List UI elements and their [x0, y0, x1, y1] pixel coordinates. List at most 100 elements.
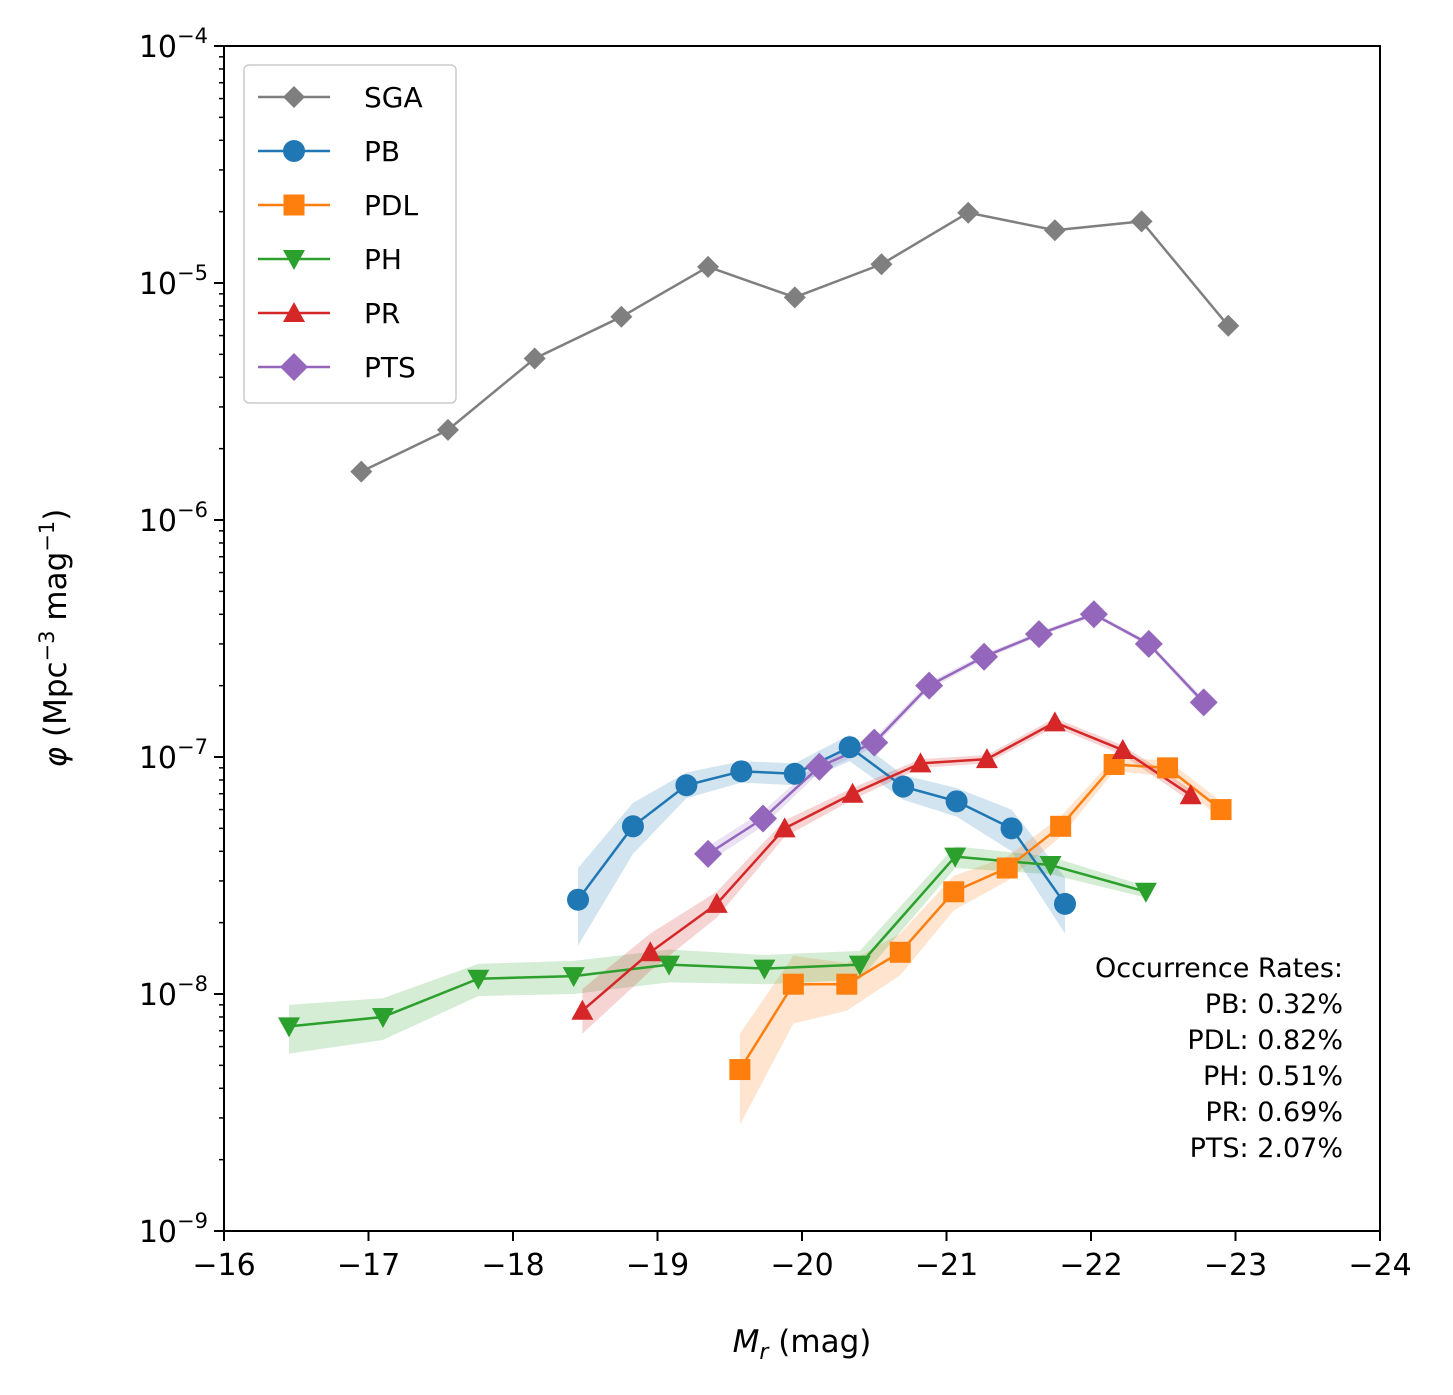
- ph-point: [371, 1007, 394, 1028]
- legend-ph-marker: [283, 250, 305, 270]
- legend-pdl-marker: [283, 194, 305, 216]
- pts-point: [860, 728, 889, 757]
- sga-point: [957, 201, 980, 224]
- pr-point: [909, 752, 932, 773]
- annotation-line: PH: 0.51%: [1203, 1061, 1343, 1092]
- x-tick-label: −20: [770, 1248, 833, 1283]
- pb-point: [945, 790, 968, 813]
- pb-point: [838, 736, 861, 759]
- sga-point: [1043, 219, 1066, 242]
- pr-point: [1043, 711, 1066, 732]
- x-tick-label: −17: [337, 1248, 400, 1283]
- pdl-point: [782, 973, 804, 995]
- uncertainty-bands: [289, 612, 1222, 1126]
- sga-point: [1130, 210, 1153, 233]
- x-tick-label: −18: [481, 1248, 544, 1283]
- ph-point: [848, 955, 871, 976]
- ph-point: [278, 1017, 301, 1038]
- x-axis-ticks: −16 −17 −18 −19 −20 −21 −22 −23 −24: [192, 1231, 1412, 1283]
- ph-point: [562, 967, 585, 988]
- y-axis-ticks: 10−4 10−5 10−6 10−7 10−8 10−9: [139, 24, 224, 1250]
- series-markers: [278, 201, 1240, 1081]
- legend-pr-label: PR: [364, 297, 400, 330]
- x-tick-label: −19: [626, 1248, 689, 1283]
- sga-point: [436, 418, 459, 441]
- legend-ph-label: PH: [364, 243, 402, 276]
- ph-point: [658, 955, 681, 976]
- pts-point: [748, 804, 777, 833]
- pdl-line: [738, 763, 1222, 1071]
- pts-point: [1024, 620, 1053, 649]
- x-tick-label: −24: [1348, 1248, 1411, 1283]
- pdl-point: [836, 973, 858, 995]
- x-axis-label: Mr (mag): [733, 1324, 872, 1365]
- sga-point: [1217, 314, 1240, 337]
- pb-point: [730, 760, 753, 783]
- pb-point: [675, 774, 698, 797]
- legend-pb-marker: [283, 140, 305, 162]
- legend-sga-marker: [283, 86, 305, 108]
- pb-point: [567, 888, 590, 911]
- sga-point: [697, 255, 720, 278]
- pr-line: [581, 721, 1192, 1012]
- sga-point: [870, 253, 893, 276]
- ph-point: [467, 969, 490, 990]
- pb-point: [783, 762, 806, 785]
- pdl-point: [889, 941, 911, 963]
- pts-point: [970, 642, 999, 671]
- x-tick-label: −23: [1204, 1248, 1267, 1283]
- pdl-point: [1050, 815, 1072, 837]
- legend-sga-label: SGA: [364, 81, 423, 114]
- pb-point: [892, 775, 915, 798]
- sga-point: [783, 286, 806, 309]
- pts-point: [1189, 688, 1218, 717]
- legend-pdl-label: PDL: [364, 189, 418, 222]
- y-tick-label: 10−8: [139, 972, 208, 1013]
- y-axis-label: φ (Mpc−3 mag−1): [35, 509, 74, 768]
- ph-point: [1134, 882, 1157, 903]
- legend: SGA PB PDL PH PR PTS: [243, 64, 457, 404]
- legend-pb-label: PB: [364, 135, 400, 168]
- pr-point: [639, 941, 662, 962]
- pr-error-band: [582, 718, 1191, 1034]
- y-tick-label: 10−5: [139, 261, 208, 302]
- y-tick-label: 10−4: [139, 24, 208, 65]
- pdl-point: [1157, 757, 1179, 779]
- x-tick-label: −22: [1059, 1248, 1122, 1283]
- pts-point: [1079, 600, 1108, 629]
- legend-pr-marker: [283, 302, 305, 322]
- pts-point: [1134, 629, 1163, 658]
- pr-point: [773, 817, 796, 838]
- ph-point: [944, 847, 967, 868]
- pdl-point: [1103, 753, 1125, 775]
- pb-point: [621, 815, 644, 838]
- ph-point: [1039, 856, 1062, 877]
- pdl-point: [996, 857, 1018, 879]
- y-tick-label: 10−9: [139, 1209, 208, 1250]
- annotation-line: PB: 0.32%: [1205, 989, 1343, 1020]
- pb-error-band: [578, 734, 1065, 946]
- ph-point: [753, 959, 776, 980]
- sga-point: [610, 305, 633, 328]
- pr-point: [841, 782, 864, 803]
- annotation-line: PDL: 0.82%: [1187, 1025, 1343, 1056]
- pb-point: [1000, 817, 1023, 840]
- legend-pts-marker: [280, 353, 308, 381]
- sga-point: [523, 347, 546, 370]
- pts-point: [915, 671, 944, 700]
- pts-line: [707, 613, 1205, 855]
- legend-pts-label: PTS: [364, 351, 416, 384]
- sga-point: [350, 460, 373, 483]
- y-tick-label: 10−7: [139, 735, 208, 776]
- pb-point: [1053, 892, 1076, 915]
- annotation-line: PTS: 2.07%: [1190, 1133, 1343, 1164]
- pr-point: [705, 892, 728, 913]
- x-tick-label: −16: [192, 1248, 255, 1283]
- sga-line: [360, 211, 1230, 473]
- legend-box: [243, 64, 457, 404]
- pdl-point: [1210, 799, 1232, 821]
- pr-point: [975, 748, 998, 769]
- pr-point: [1111, 739, 1134, 760]
- pdl-point: [943, 881, 965, 903]
